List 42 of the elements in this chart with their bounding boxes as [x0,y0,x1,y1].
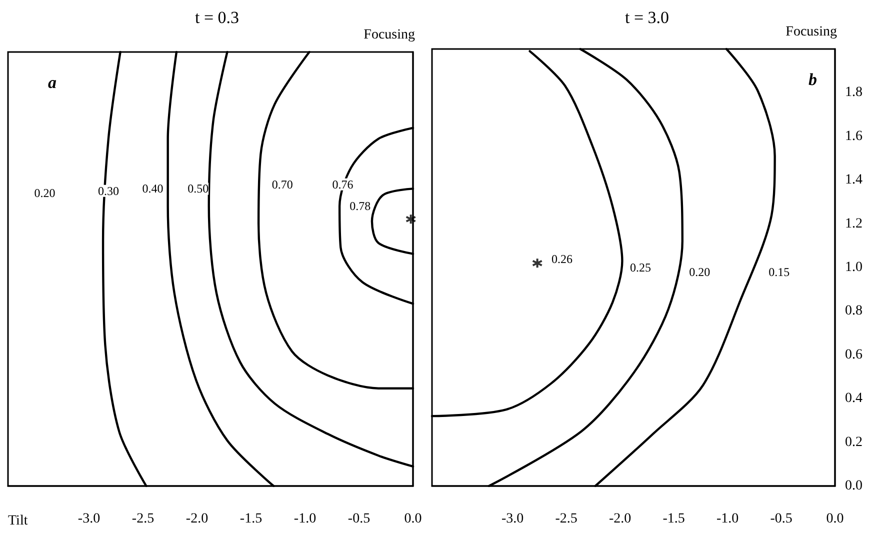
y-tick-label: 0.8 [845,304,862,319]
y-tick-label: 1.2 [845,216,862,232]
x-axis-title: Tilt [8,514,28,528]
x-tick-label: -1.5 [662,512,685,526]
annotation: 0.26 [552,252,573,266]
x-tick-label: -2.0 [186,512,208,526]
annotation: 0.50 [188,182,209,196]
x-tick-label: -1.0 [294,512,316,526]
x-tick-label: 0.0 [826,512,844,526]
x-tick-label: -1.0 [716,512,739,526]
y-tick-label: 1.4 [845,172,862,188]
y-tick-label: 1.0 [845,260,862,275]
chart-title: t = 0.3 [194,8,240,27]
x-tick-label: -2.5 [555,512,578,526]
x-tick-label: -2.0 [608,512,632,526]
y-tick-label: 0.0 [845,478,862,494]
annotation: 0.40 [142,182,164,196]
chart-title: t = 3.0 [624,8,670,27]
y-tick-label: 0.6 [845,347,862,362]
annotation: b [808,70,817,89]
y-tick-label: 1.8 [845,85,862,100]
annotation: 0.70 [272,177,293,192]
annotation: 0.25 [630,260,651,274]
y-tick-label: 1.6 [845,128,862,144]
x-tick-label: -3.0 [502,512,524,526]
annotation: 0.78 [350,199,371,214]
y-axis-title: Focusing [364,28,415,42]
annotation: a [48,73,57,92]
x-tick-label: -3.0 [78,512,100,526]
x-tick-label: -1.5 [240,512,262,526]
x-tick-label: -2.5 [132,512,154,526]
annotation: 0.20 [689,264,710,279]
y-axis-title: Focusing [786,24,837,40]
x-tick-label: -0.5 [348,512,370,526]
y-tick-label: 0.2 [845,434,862,450]
y-tick-label: 0.4 [845,391,862,406]
annotation: 0.76 [332,177,354,192]
annotation: 0.20 [34,186,56,200]
x-tick-label: 0.0 [404,512,422,526]
annotation: 0.15 [768,264,790,279]
annotation: 0.30 [98,184,119,198]
x-tick-label: -0.5 [770,512,792,526]
